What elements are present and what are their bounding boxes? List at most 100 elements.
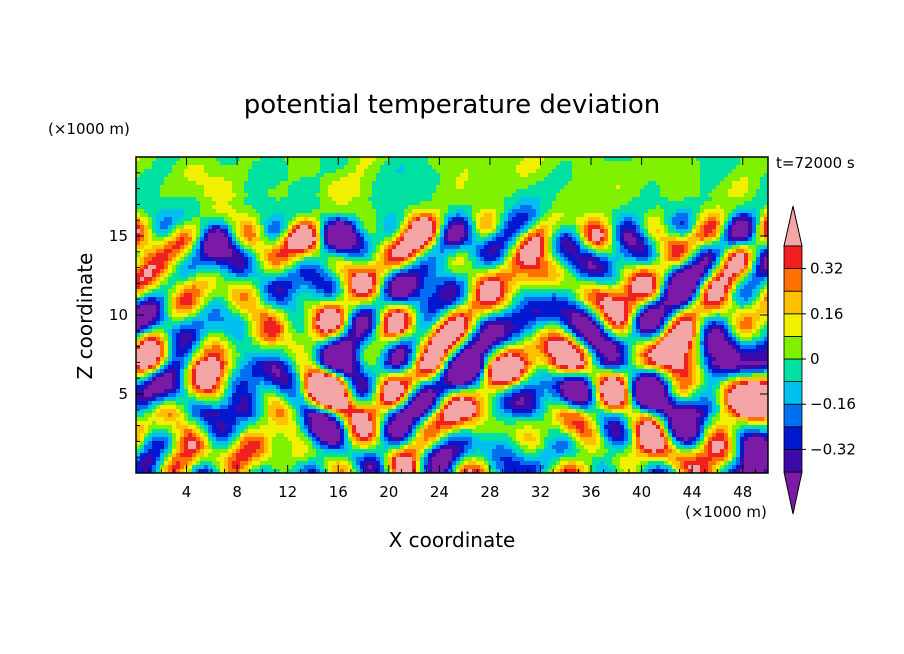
field-cell	[392, 269, 397, 274]
field-cell	[144, 209, 149, 214]
field-cell	[484, 185, 489, 190]
field-cell	[404, 193, 409, 198]
field-cell	[620, 249, 625, 254]
field-cell	[196, 185, 201, 190]
field-cell	[500, 205, 505, 210]
field-cell	[364, 253, 369, 258]
field-cell	[428, 281, 433, 286]
field-cell	[608, 193, 613, 198]
field-cell	[384, 209, 389, 214]
field-cell	[404, 221, 409, 226]
field-cell	[164, 189, 169, 194]
field-cell	[484, 213, 489, 218]
field-cell	[136, 229, 141, 234]
field-cell	[600, 157, 605, 162]
field-cell	[272, 193, 277, 198]
field-cell	[460, 169, 465, 174]
field-cell	[320, 185, 325, 190]
field-cell	[692, 229, 697, 234]
field-cell	[272, 261, 277, 266]
field-cell	[400, 177, 405, 182]
field-cell	[484, 229, 489, 234]
field-cell	[448, 221, 453, 226]
field-cell	[488, 249, 493, 254]
field-cell	[308, 225, 313, 230]
field-cell	[420, 201, 425, 206]
field-cell	[160, 237, 165, 242]
field-cell	[196, 169, 201, 174]
field-cell	[760, 193, 765, 198]
field-cell	[292, 181, 297, 186]
field-cell	[368, 253, 373, 258]
field-cell	[176, 165, 181, 170]
field-cell	[484, 257, 489, 262]
field-cell	[760, 221, 765, 226]
field-cell	[648, 241, 653, 246]
field-cell	[764, 241, 768, 246]
field-cell	[172, 169, 177, 174]
field-cell	[436, 237, 441, 242]
field-cell	[292, 209, 297, 214]
field-cell	[576, 237, 581, 242]
field-cell	[268, 281, 273, 286]
field-cell	[720, 249, 725, 254]
field-cell	[364, 261, 369, 266]
field-cell	[200, 277, 205, 282]
field-cell	[304, 209, 309, 214]
field-cell	[200, 221, 205, 226]
field-cell	[596, 209, 601, 214]
field-cell	[336, 237, 341, 242]
field-cell	[320, 253, 325, 258]
field-cell	[580, 261, 585, 266]
field-cell	[496, 205, 501, 210]
field-cell	[440, 281, 445, 286]
field-cell	[700, 173, 705, 178]
field-cell	[204, 197, 209, 202]
field-cell	[688, 157, 693, 162]
field-cell	[748, 161, 753, 166]
field-cell	[472, 197, 477, 202]
field-cell	[596, 181, 601, 186]
field-cell	[580, 257, 585, 262]
field-cell	[352, 189, 357, 194]
field-cell	[428, 233, 433, 238]
field-cell	[608, 217, 613, 222]
field-cell	[648, 185, 653, 190]
field-cell	[408, 201, 413, 206]
field-cell	[576, 233, 581, 238]
field-cell	[688, 277, 693, 282]
field-cell	[584, 249, 589, 254]
field-cell	[640, 161, 645, 166]
field-cell	[720, 245, 725, 250]
field-cell	[208, 217, 213, 222]
field-cell	[252, 193, 257, 198]
field-cell	[292, 197, 297, 202]
field-cell	[192, 205, 197, 210]
field-cell	[548, 201, 553, 206]
field-cell	[240, 193, 245, 198]
field-cell	[480, 241, 485, 246]
field-cell	[600, 169, 605, 174]
field-cell	[612, 249, 617, 254]
field-cell	[596, 165, 601, 170]
field-cell	[168, 249, 173, 254]
field-cell	[500, 193, 505, 198]
field-cell	[472, 277, 477, 282]
field-cell	[664, 221, 669, 226]
field-cell	[344, 261, 349, 266]
field-cell	[600, 201, 605, 206]
field-cell	[376, 261, 381, 266]
field-cell	[544, 273, 549, 278]
field-cell	[484, 197, 489, 202]
field-cell	[412, 161, 417, 166]
field-cell	[676, 277, 681, 282]
field-cell	[684, 173, 689, 178]
field-cell	[304, 157, 309, 162]
field-cell	[500, 257, 505, 262]
field-cell	[712, 265, 717, 270]
field-cell	[392, 237, 397, 242]
field-cell	[684, 201, 689, 206]
field-cell	[208, 197, 213, 202]
field-cell	[168, 265, 173, 270]
field-cell	[360, 181, 365, 186]
